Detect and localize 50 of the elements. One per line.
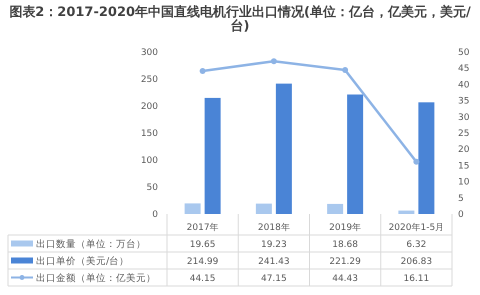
bar <box>347 94 364 214</box>
y2-tick-label: 45 <box>458 64 470 74</box>
legend-label: 出口单价（美元/台） <box>36 255 130 267</box>
bar <box>418 102 434 214</box>
data-label: 18.68 <box>332 240 358 250</box>
legend-label: 出口数量（单位：万台） <box>36 238 146 250</box>
data-label: 44.15 <box>190 274 216 284</box>
y2-tick-label: 20 <box>458 145 470 156</box>
y-tick-label: 0 <box>152 210 158 220</box>
bar <box>204 98 221 214</box>
y2-tick-label: 40 <box>458 80 470 90</box>
y2-tick-label: 15 <box>458 161 470 172</box>
data-label: 19.23 <box>260 240 287 250</box>
y-tick-label: 200 <box>140 102 158 112</box>
data-label: 6.32 <box>406 240 426 250</box>
x-tick-label: 2020年1-5月 <box>388 222 444 233</box>
y2-tick-label: 0 <box>458 210 464 220</box>
data-label: 44.43 <box>332 274 358 284</box>
y2-tick-label: 35 <box>458 96 470 107</box>
data-label: 214.99 <box>186 257 219 267</box>
data-label: 241.43 <box>258 257 290 267</box>
data-label: 206.83 <box>400 257 432 267</box>
y-tick-label: 150 <box>140 129 158 139</box>
data-label: 16.11 <box>403 274 430 284</box>
y2-tick-label: 10 <box>458 178 470 188</box>
y-tick-label: 50 <box>146 183 158 193</box>
x-tick-label: 2017年 <box>186 222 219 233</box>
bar <box>398 210 414 214</box>
y-tick-label: 100 <box>140 156 158 166</box>
data-label: 221.29 <box>329 257 362 267</box>
point <box>200 68 206 74</box>
data-label: 47.15 <box>260 274 287 284</box>
y2-tick-label: 30 <box>458 112 470 123</box>
bar <box>276 84 292 214</box>
legend-label: 出口金额（单位：亿美元） <box>36 272 156 284</box>
y2-tick-label: 50 <box>458 48 470 58</box>
y-tick-label: 300 <box>140 48 158 58</box>
bar <box>184 203 201 214</box>
point <box>270 58 277 64</box>
bar <box>327 204 344 214</box>
x-tick-label: 2019年 <box>329 222 362 233</box>
y2-tick-label: 25 <box>458 129 470 139</box>
point <box>342 67 348 74</box>
y2-tick-label: 5 <box>458 194 464 204</box>
bar <box>256 204 272 214</box>
x-tick-label: 2018年 <box>258 222 290 233</box>
data-label: 19.65 <box>190 240 216 250</box>
title: 图表2：2017-2020年中国直线电机行业出口情况(单位：亿台，亿美元，美元/台) <box>9 5 471 34</box>
point <box>413 158 420 165</box>
y-tick-label: 250 <box>140 75 158 85</box>
